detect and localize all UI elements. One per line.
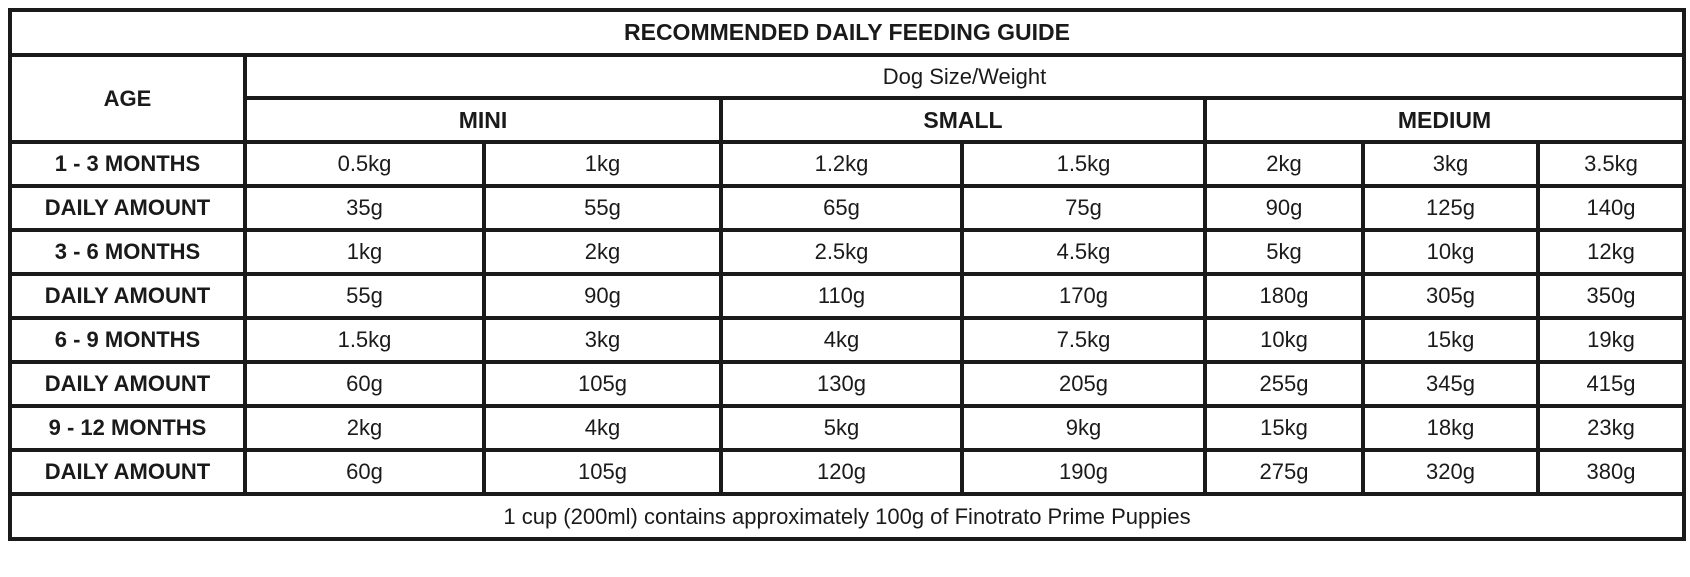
table-cell: 1kg <box>243 228 486 276</box>
table-cell: 35g <box>243 184 486 232</box>
table-cell: 1kg <box>482 140 723 188</box>
row-label: DAILY AMOUNT <box>8 184 247 232</box>
table-cell: 305g <box>1361 272 1540 320</box>
table-cell: 1.5kg <box>960 140 1207 188</box>
table-title: RECOMMENDED DAILY FEEDING GUIDE <box>8 8 1686 57</box>
table-cell: 4.5kg <box>960 228 1207 276</box>
table-cell: 23kg <box>1536 404 1686 452</box>
table-cell: 2kg <box>243 404 486 452</box>
table-cell: 10kg <box>1361 228 1540 276</box>
table-cell: 75g <box>960 184 1207 232</box>
table-cell: 3.5kg <box>1536 140 1686 188</box>
feeding-guide: RECOMMENDED DAILY FEEDING GUIDE AGE Dog … <box>8 8 1686 541</box>
table-cell: 15kg <box>1203 404 1365 452</box>
table-cell: 2kg <box>482 228 723 276</box>
footnote: 1 cup (200ml) contains approximately 100… <box>8 492 1686 541</box>
table-cell: 55g <box>243 272 486 320</box>
table-cell: 4kg <box>719 316 964 364</box>
table-row: 1 - 3 MONTHS 0.5kg 1kg 1.2kg 1.5kg 2kg 3kg 3.5k… <box>8 140 1686 188</box>
table-cell: 350g <box>1536 272 1686 320</box>
title-row: RECOMMENDED DAILY FEEDING GUIDE <box>8 8 1686 57</box>
row-label: 3 - 6 MONTHS <box>8 228 247 276</box>
row-label: DAILY AMOUNT <box>8 448 247 496</box>
table-cell: 19kg <box>1536 316 1686 364</box>
table-cell: 120g <box>719 448 964 496</box>
table-row: 6 - 9 MONTHS 1.5kg 3kg 4kg 7.5kg 10kg 15kg 19kg <box>8 316 1686 364</box>
size-group-medium: MEDIUM <box>1203 96 1686 144</box>
table-cell: 4kg <box>482 404 723 452</box>
table-cell: 105g <box>482 360 723 408</box>
size-weight-header: Dog Size/Weight <box>243 53 1686 100</box>
table-row: DAILY AMOUNT 55g 90g 110g 170g 180g 305g 350g <box>8 272 1686 320</box>
table-cell: 10kg <box>1203 316 1365 364</box>
table-cell: 3kg <box>482 316 723 364</box>
feeding-guide-table: RECOMMENDED DAILY FEEDING GUIDE AGE Dog … <box>8 8 1686 541</box>
table-cell: 7.5kg <box>960 316 1207 364</box>
table-cell: 1.5kg <box>243 316 486 364</box>
table-cell: 0.5kg <box>243 140 486 188</box>
row-label: 9 - 12 MONTHS <box>8 404 247 452</box>
table-row: DAILY AMOUNT 60g 105g 130g 205g 255g 345g 415g <box>8 360 1686 408</box>
table-cell: 90g <box>482 272 723 320</box>
table-row: 9 - 12 MONTHS 2kg 4kg 5kg 9kg 15kg 18kg 23kg <box>8 404 1686 452</box>
table-cell: 345g <box>1361 360 1540 408</box>
table-row: DAILY AMOUNT 35g 55g 65g 75g 90g 125g 140g <box>8 184 1686 232</box>
table-cell: 60g <box>243 360 486 408</box>
table-cell: 205g <box>960 360 1207 408</box>
table-cell: 60g <box>243 448 486 496</box>
row-label: 6 - 9 MONTHS <box>8 316 247 364</box>
size-group-mini: MINI <box>243 96 723 144</box>
table-cell: 2.5kg <box>719 228 964 276</box>
table-cell: 110g <box>719 272 964 320</box>
table-cell: 3kg <box>1361 140 1540 188</box>
table-cell: 190g <box>960 448 1207 496</box>
row-label: DAILY AMOUNT <box>8 272 247 320</box>
table-cell: 105g <box>482 448 723 496</box>
table-cell: 55g <box>482 184 723 232</box>
size-header-row: AGE Dog Size/Weight <box>8 53 1686 144</box>
table-cell: 5kg <box>1203 228 1365 276</box>
size-group-row: MINI SMALL MEDIUM <box>10 96 1686 144</box>
table-cell: 415g <box>1536 360 1686 408</box>
table-row: DAILY AMOUNT 60g 105g 120g 190g 275g 320g 380g <box>8 448 1686 496</box>
table-cell: 275g <box>1203 448 1365 496</box>
table-cell: 140g <box>1536 184 1686 232</box>
table-cell: 180g <box>1203 272 1365 320</box>
table-cell: 2kg <box>1203 140 1365 188</box>
size-group-small: SMALL <box>719 96 1207 144</box>
table-cell: 1.2kg <box>719 140 964 188</box>
table-cell: 130g <box>719 360 964 408</box>
table-cell: 380g <box>1536 448 1686 496</box>
row-label: DAILY AMOUNT <box>8 360 247 408</box>
table-cell: 12kg <box>1536 228 1686 276</box>
row-label: 1 - 3 MONTHS <box>8 140 247 188</box>
footnote-row: 1 cup (200ml) contains approximately 100… <box>8 492 1686 541</box>
table-cell: 5kg <box>719 404 964 452</box>
table-cell: 320g <box>1361 448 1540 496</box>
table-cell: 9kg <box>960 404 1207 452</box>
table-cell: 255g <box>1203 360 1365 408</box>
table-cell: 65g <box>719 184 964 232</box>
table-cell: 18kg <box>1361 404 1540 452</box>
table-cell: 90g <box>1203 184 1365 232</box>
age-header: AGE <box>8 53 247 144</box>
table-cell: 15kg <box>1361 316 1540 364</box>
table-row: 3 - 6 MONTHS 1kg 2kg 2.5kg 4.5kg 5kg 10kg 12kg <box>8 228 1686 276</box>
table-cell: 125g <box>1361 184 1540 232</box>
table-cell: 170g <box>960 272 1207 320</box>
